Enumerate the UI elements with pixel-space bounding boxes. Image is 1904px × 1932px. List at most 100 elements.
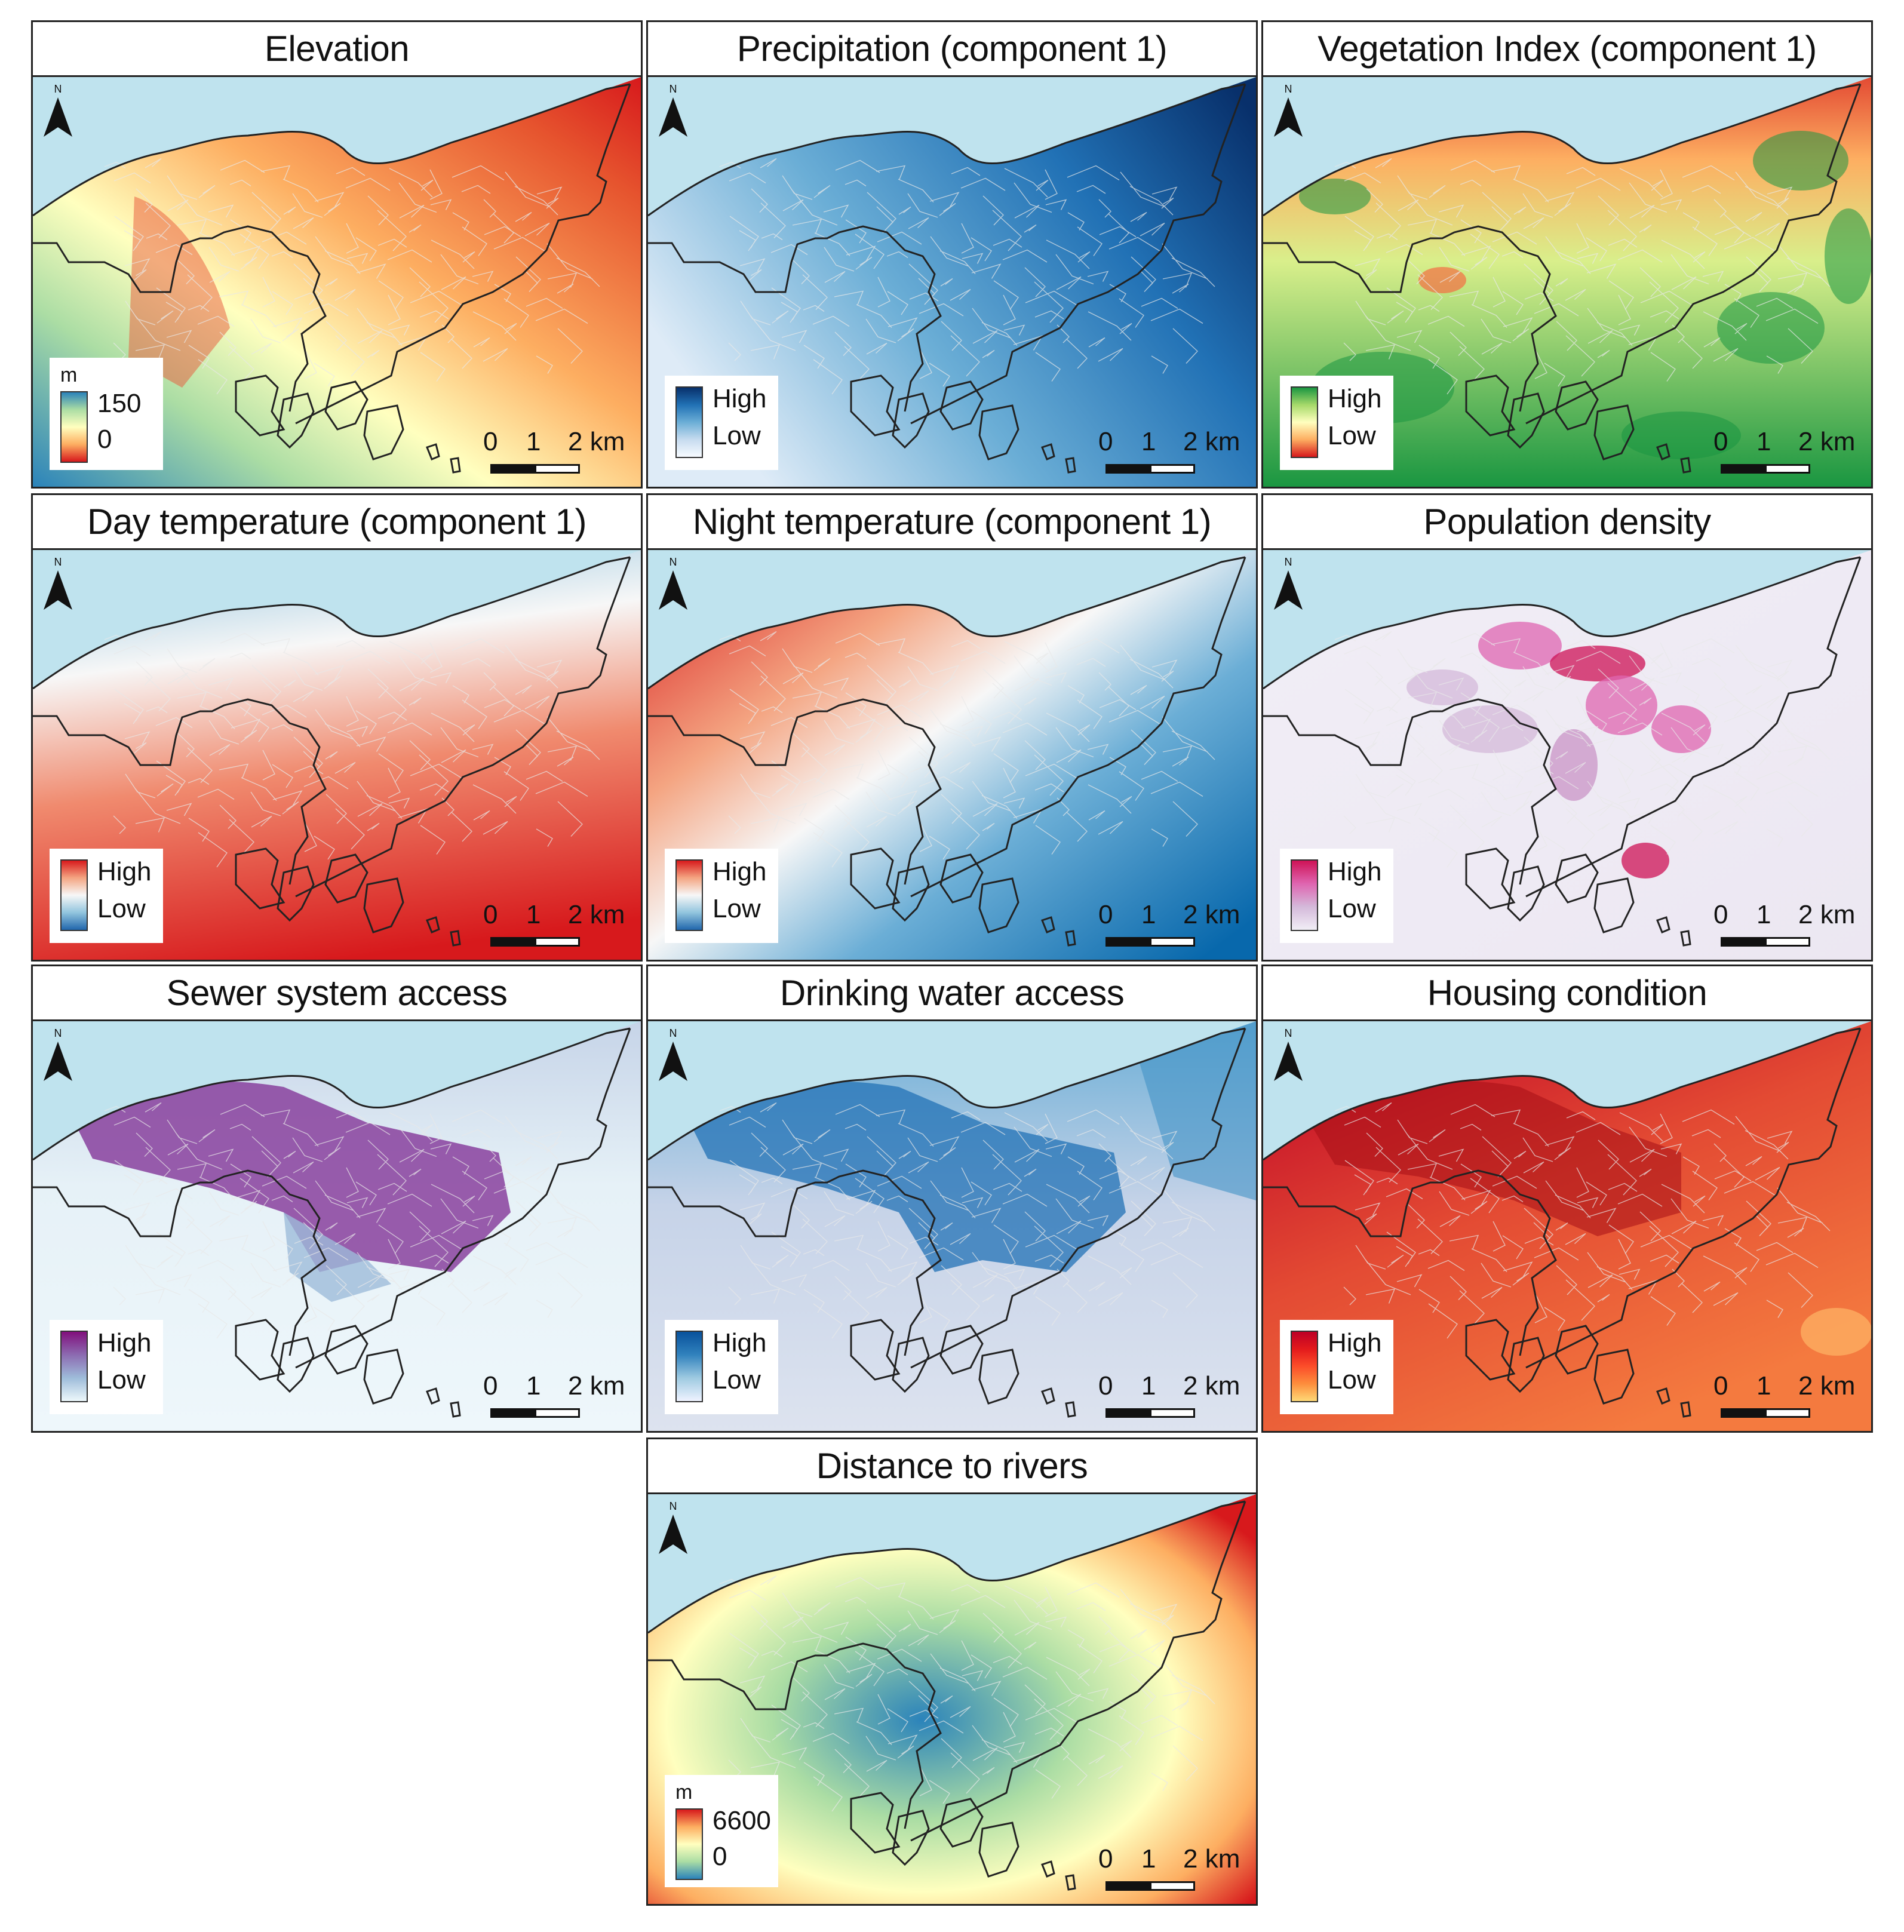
legend-min-label: Low — [97, 894, 146, 923]
panel-title: Day temperature (component 1) — [33, 495, 641, 550]
legend-max-label: High — [1328, 384, 1382, 413]
legend: High Low — [1280, 849, 1393, 943]
north-arrow-icon: N — [38, 1026, 79, 1086]
city-boundary — [1263, 556, 1862, 898]
map-canvas: N m 6600 0 0 1 2 km — [648, 1494, 1256, 1904]
legend-min-label: 0 — [97, 425, 112, 454]
panel-title: Night temperature (component 1) — [648, 495, 1256, 550]
north-arrow-icon: N — [1268, 1026, 1310, 1086]
scale-label-0: 0 — [1098, 1371, 1113, 1400]
scale-segment-black — [1721, 937, 1766, 947]
panel-title: Vegetation Index (component 1) — [1263, 22, 1871, 77]
scale-label-0: 0 — [483, 900, 498, 929]
scale-segment-black — [490, 937, 536, 947]
scale-label-1: 1 — [526, 1371, 541, 1400]
map-panel-housing-condition: Housing condition N High Lo — [1261, 965, 1873, 1433]
map-panel-sewer-access: Sewer system access N High — [31, 965, 643, 1433]
legend: High Low — [50, 849, 163, 943]
svg-text:N: N — [670, 83, 677, 95]
scale-label-2: 2 km — [1183, 1844, 1240, 1873]
map-canvas: N High Low 0 1 2 km — [1263, 550, 1871, 960]
scale-segment-black — [1105, 1408, 1151, 1418]
scale-label-1: 1 — [1141, 427, 1156, 456]
north-arrow-icon: N — [653, 1499, 695, 1559]
scale-segment-white — [1765, 937, 1810, 947]
scale-bar: 0 1 2 km — [1712, 900, 1856, 954]
legend-max-label: High — [1328, 857, 1382, 886]
raster-layer — [648, 77, 1256, 487]
legend-color-ramp — [675, 1331, 703, 1402]
map-panel-day-temperature: Day temperature (component 1) N Hig — [31, 493, 643, 962]
north-arrow-icon: N — [653, 1026, 695, 1086]
legend-color-ramp — [1291, 386, 1318, 458]
panel-title: Precipitation (component 1) — [648, 22, 1256, 77]
panel-title: Sewer system access — [33, 966, 641, 1021]
map-canvas: N High Low 0 1 2 km — [648, 1021, 1256, 1431]
scale-label-1: 1 — [1141, 1371, 1156, 1400]
legend-min-label: 0 — [713, 1842, 727, 1871]
raster-layer — [33, 550, 641, 960]
map-raster — [33, 550, 641, 960]
legend: High Low — [665, 376, 778, 470]
scale-segment-white — [535, 1408, 580, 1418]
map-raster — [33, 1021, 641, 1431]
legend-color-ramp — [1291, 1331, 1318, 1402]
svg-text:N: N — [54, 1027, 62, 1039]
scale-segment-white — [1150, 1881, 1195, 1891]
legend-min-label: Low — [1328, 1365, 1376, 1395]
scale-label-0: 0 — [1713, 427, 1728, 456]
legend-max-label: High — [97, 857, 152, 886]
city-boundary — [33, 83, 631, 425]
city-boundary — [1263, 83, 1862, 425]
city-boundary — [648, 556, 1246, 898]
legend: High Low — [50, 1320, 163, 1414]
scale-label-1: 1 — [1756, 1371, 1771, 1400]
city-boundary — [648, 1500, 1246, 1842]
svg-text:N: N — [1285, 83, 1292, 95]
raster-layer — [648, 550, 1256, 960]
raster-layer — [33, 77, 641, 487]
city-boundary — [33, 556, 631, 898]
scale-segment-white — [535, 937, 580, 947]
legend-color-ramp — [60, 391, 88, 463]
scale-label-2: 2 km — [1183, 1371, 1240, 1400]
legend-unit: m — [675, 1781, 693, 1804]
scale-label-2: 2 km — [568, 900, 625, 929]
legend-max-label: High — [713, 1328, 767, 1357]
north-arrow-icon: N — [1268, 82, 1310, 142]
scale-segment-white — [535, 464, 580, 474]
scale-label-0: 0 — [1098, 900, 1113, 929]
city-boundary — [648, 83, 1246, 425]
map-raster — [648, 1021, 1256, 1431]
legend: High Low — [1280, 376, 1393, 470]
scale-label-0: 0 — [483, 1371, 498, 1400]
legend: High Low — [665, 1320, 778, 1414]
map-canvas: N High Low 0 1 2 km — [33, 1021, 641, 1431]
svg-text:N: N — [1285, 556, 1292, 568]
legend-color-ramp — [1291, 859, 1318, 931]
scale-bar: 0 1 2 km — [1097, 900, 1240, 954]
scale-bar: 0 1 2 km — [482, 427, 625, 481]
north-arrow-icon: N — [1268, 555, 1310, 615]
svg-text:N: N — [54, 83, 62, 95]
scale-label-0: 0 — [483, 427, 498, 456]
raster-layer — [648, 1494, 1256, 1904]
scale-label-1: 1 — [526, 427, 541, 456]
scale-bar: 0 1 2 km — [1097, 427, 1240, 481]
legend-min-label: Low — [713, 421, 761, 450]
scale-label-1: 1 — [1756, 900, 1771, 929]
legend-min-label: Low — [97, 1365, 146, 1395]
scale-label-1: 1 — [526, 900, 541, 929]
scale-segment-black — [1105, 937, 1151, 947]
scale-bar: 0 1 2 km — [1097, 1844, 1240, 1898]
legend-max-label: 6600 — [713, 1806, 771, 1835]
svg-text:N: N — [670, 556, 677, 568]
legend: High Low — [1280, 1320, 1393, 1414]
map-panel-elevation: Elevation N m 150 0 — [31, 20, 643, 489]
map-canvas: N m 150 0 0 1 2 km — [33, 77, 641, 487]
legend-max-label: 150 — [97, 389, 142, 418]
svg-text:N: N — [670, 1027, 677, 1039]
map-panel-precipitation: Precipitation (component 1) N High — [646, 20, 1258, 489]
map-raster — [33, 77, 641, 487]
scale-label-0: 0 — [1098, 427, 1113, 456]
